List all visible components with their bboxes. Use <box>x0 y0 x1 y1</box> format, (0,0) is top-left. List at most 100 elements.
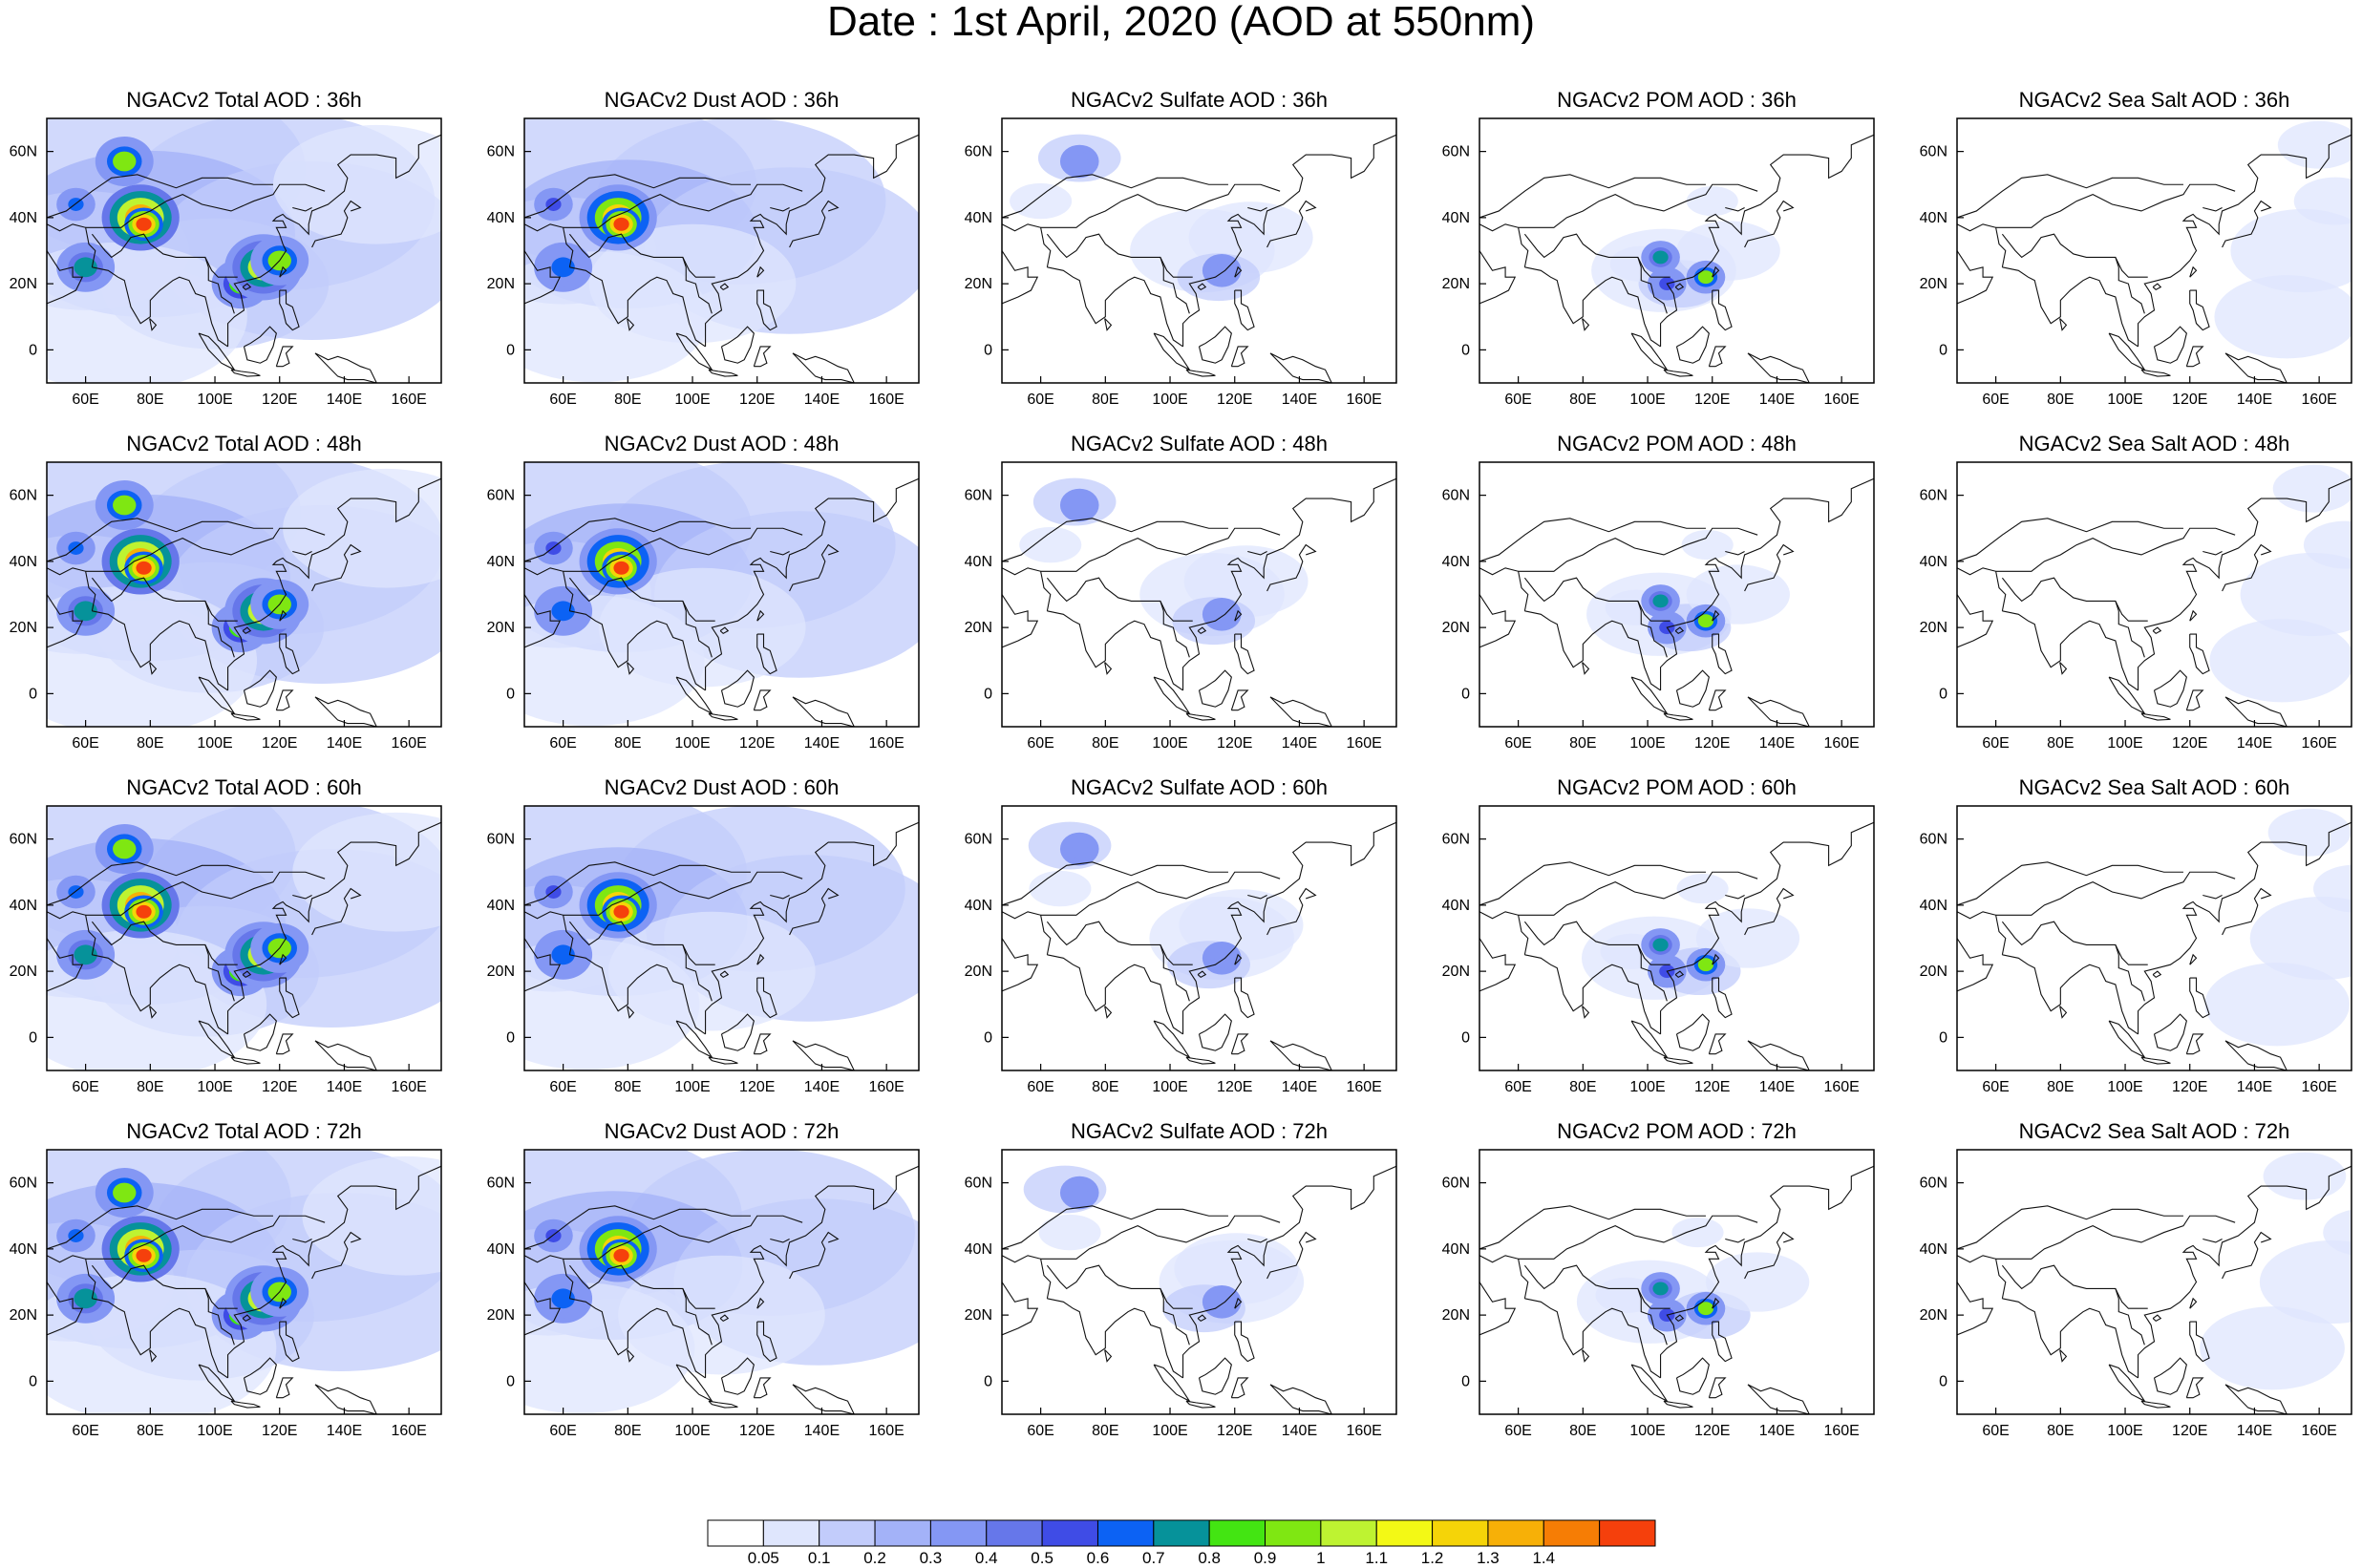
aod-field <box>524 1150 919 1414</box>
coastline <box>2152 626 2162 635</box>
coastline <box>1712 289 1733 331</box>
coastline <box>719 626 730 635</box>
x-tick-label: 140E <box>2237 392 2272 408</box>
coastline <box>1040 527 1281 572</box>
coastline <box>1674 626 1685 635</box>
coastline <box>198 1364 236 1403</box>
y-tick-label: 60N <box>965 832 992 848</box>
coastline <box>279 953 287 965</box>
aod-field <box>1957 1152 2351 1414</box>
coastline <box>1744 200 1795 248</box>
coastline <box>1957 250 1994 305</box>
colorbar-swatch <box>762 1519 820 1547</box>
y-tick-label: 20N <box>10 964 37 980</box>
x-tick-label: 120E <box>1694 1423 1730 1439</box>
coastline <box>682 601 713 658</box>
coastline <box>627 318 635 331</box>
aod-hotspot <box>136 1248 152 1262</box>
x-tick-label: 160E <box>868 392 904 408</box>
coastline <box>1266 543 1317 592</box>
coastline <box>1523 921 1670 965</box>
x-tick-label: 80E <box>137 392 163 408</box>
coastline <box>569 266 706 348</box>
x-tick-label: 120E <box>2172 392 2207 408</box>
coastline <box>1234 265 1243 278</box>
coastline <box>292 550 312 556</box>
aod-hotspot <box>1652 938 1669 952</box>
coastline <box>563 183 803 228</box>
coastline <box>1046 233 1193 278</box>
coastline <box>1182 821 1396 1034</box>
coastline <box>279 289 300 331</box>
coastline <box>1269 1040 1332 1070</box>
y-tick-label: 60N <box>487 1176 515 1192</box>
coastline <box>563 871 803 916</box>
y-tick-label: 20N <box>10 620 37 636</box>
coastline <box>568 233 715 278</box>
coastline <box>1957 518 2183 562</box>
coastline <box>675 1020 713 1059</box>
aod-field <box>47 806 441 1070</box>
coastline <box>708 1056 738 1065</box>
coastline <box>1630 1364 1669 1403</box>
x-tick-label: 60E <box>1504 735 1531 752</box>
x-tick-label: 140E <box>804 735 840 752</box>
coastline <box>1479 1205 1706 1250</box>
coastline <box>47 250 84 305</box>
coastline <box>1198 326 1232 364</box>
coastline <box>719 1314 730 1323</box>
y-tick-label: 60N <box>1920 832 1947 848</box>
x-tick-label: 60E <box>1027 735 1053 752</box>
x-tick-label: 60E <box>1504 1079 1531 1095</box>
y-tick-label: 0 <box>29 1373 37 1389</box>
x-tick-label: 60E <box>1504 392 1531 408</box>
x-tick-label: 140E <box>804 392 840 408</box>
coastline <box>1747 696 1810 727</box>
coastline <box>1040 1215 1281 1260</box>
coastline <box>1047 266 1183 348</box>
aod-plume <box>2263 1152 2347 1200</box>
coastline <box>2189 289 2210 331</box>
coastline <box>1269 352 1332 383</box>
aod-field <box>524 462 919 727</box>
coastline <box>1002 1255 1052 1299</box>
coastline <box>230 1056 261 1065</box>
x-tick-label: 60E <box>1504 1423 1531 1439</box>
y-tick-label: 0 <box>506 342 515 358</box>
coastline <box>1185 1400 1216 1409</box>
aod-plume <box>2249 896 2351 981</box>
coastline <box>2115 944 2145 1002</box>
x-tick-label: 120E <box>1694 735 1730 752</box>
y-tick-label: 40N <box>10 210 37 226</box>
coastline <box>275 689 294 711</box>
y-tick-label: 60N <box>965 488 992 504</box>
coastline <box>1002 567 1052 611</box>
aod-hotspot <box>613 561 629 575</box>
x-tick-label: 160E <box>1823 1079 1859 1095</box>
coastline <box>47 174 273 219</box>
coastline <box>1230 346 1249 368</box>
y-tick-label: 60N <box>1442 144 1470 160</box>
panel-title: NGACv2 Dust AOD : 60h <box>604 775 840 799</box>
coastline <box>91 1264 238 1309</box>
aod-hotspot <box>551 601 575 622</box>
aod-hotspot <box>1072 498 1088 512</box>
coastline <box>1523 577 1670 622</box>
coastline <box>792 1384 855 1414</box>
coastline <box>47 861 273 906</box>
coastline <box>1185 712 1216 721</box>
coastline <box>1002 518 1228 562</box>
coastline <box>2202 1238 2223 1243</box>
aod-hotspot <box>551 257 575 278</box>
aod-map-pom: 60E 80E 100E 120E 140E 160E 60N 40N 20N 0 <box>1442 461 1875 752</box>
y-tick-label: 60N <box>1920 488 1947 504</box>
coastline <box>2222 1231 2272 1280</box>
coastline <box>47 518 273 562</box>
aod-plume <box>2214 275 2351 359</box>
x-tick-label: 100E <box>1152 735 1187 752</box>
coastline <box>230 712 261 721</box>
x-tick-label: 100E <box>2107 1423 2142 1439</box>
map-frame <box>523 805 920 1071</box>
coastline <box>705 134 919 347</box>
coastline <box>92 1298 228 1379</box>
